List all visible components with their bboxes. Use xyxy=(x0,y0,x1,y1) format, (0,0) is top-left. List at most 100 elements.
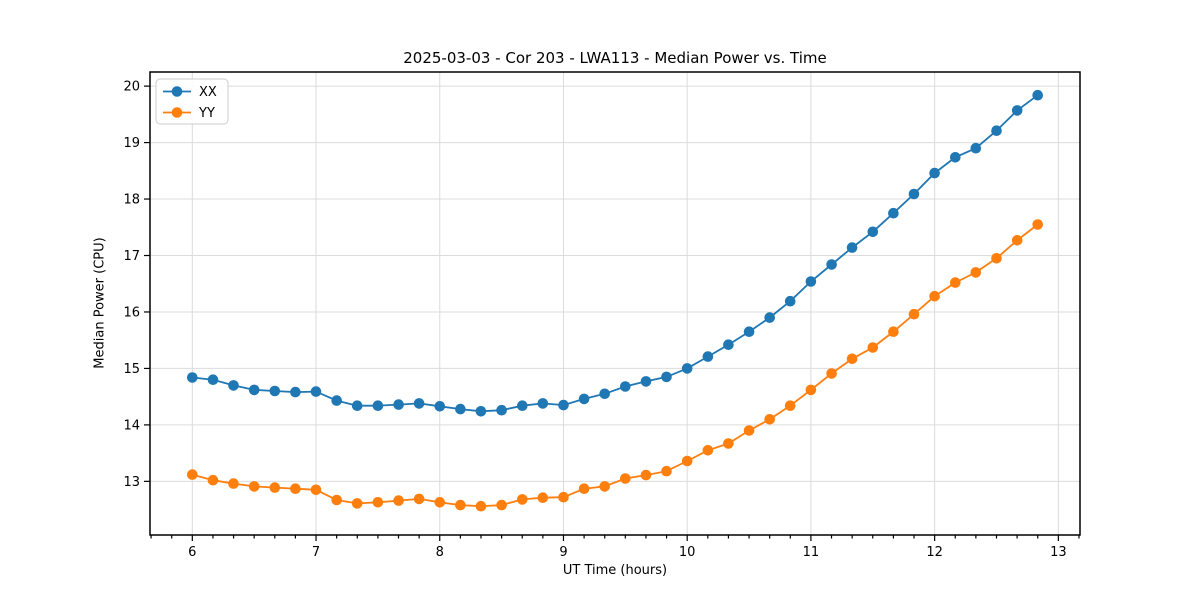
x-tick-label: 7 xyxy=(312,545,320,560)
data-point-marker xyxy=(991,252,1002,264)
legend-box xyxy=(155,78,229,125)
data-point-marker xyxy=(537,398,549,409)
x-tick-label: 11 xyxy=(803,545,820,560)
data-point-marker xyxy=(764,312,775,323)
data-point-marker xyxy=(950,277,961,288)
data-point-marker xyxy=(888,207,899,219)
data-point-marker xyxy=(228,380,239,391)
data-point-marker xyxy=(702,445,714,456)
data-point-marker xyxy=(248,384,260,396)
data-point-marker xyxy=(393,399,404,410)
data-point-marker xyxy=(661,465,672,477)
data-point-marker xyxy=(558,399,569,411)
legend-item-xx: XX xyxy=(163,85,217,100)
data-point-marker xyxy=(1011,235,1023,246)
x-tick-label: 10 xyxy=(679,545,696,560)
data-point-marker xyxy=(578,483,590,495)
data-point-marker xyxy=(764,414,775,425)
series-xx xyxy=(187,89,1043,417)
data-point-marker xyxy=(640,469,652,481)
data-point-marker xyxy=(599,388,610,400)
y-tick-label: 17 xyxy=(123,249,140,264)
data-point-marker xyxy=(496,404,507,416)
data-point-marker xyxy=(413,398,425,409)
data-point-marker xyxy=(393,495,404,506)
x-tick-label: 9 xyxy=(559,545,567,560)
data-point-marker xyxy=(723,339,734,351)
data-point-marker xyxy=(187,372,198,383)
data-point-marker xyxy=(537,492,549,504)
x-tick-label: 8 xyxy=(436,545,444,560)
data-point-marker xyxy=(867,226,879,238)
data-point-marker xyxy=(228,478,239,489)
data-point-marker xyxy=(331,494,343,506)
data-point-marker xyxy=(310,484,322,496)
data-point-marker xyxy=(640,376,652,387)
y-tick-label: 13 xyxy=(123,475,140,490)
data-point-marker xyxy=(517,400,528,412)
data-point-marker xyxy=(805,384,817,396)
data-point-marker xyxy=(269,385,281,397)
y-tick-label: 14 xyxy=(123,418,140,433)
data-point-marker xyxy=(681,363,693,374)
plot-spines xyxy=(149,71,1081,536)
data-point-marker xyxy=(434,497,446,508)
data-point-marker xyxy=(970,267,982,278)
series-yy xyxy=(187,219,1043,512)
data-point-marker xyxy=(207,374,219,386)
data-point-marker xyxy=(496,499,507,511)
data-point-marker xyxy=(805,276,817,287)
data-point-marker xyxy=(558,491,569,503)
legend-marker-sample xyxy=(171,86,183,97)
data-point-marker xyxy=(888,326,899,338)
data-point-marker xyxy=(826,368,837,379)
chart-title: 2025-03-03 - Cor 203 - LWA113 - Median P… xyxy=(403,49,827,67)
data-point-marker xyxy=(475,500,487,512)
data-point-marker xyxy=(248,481,260,492)
grid xyxy=(150,72,1080,535)
data-point-marker xyxy=(970,142,982,154)
data-point-marker xyxy=(599,481,610,492)
legend-label: XX xyxy=(199,85,217,100)
data-point-marker xyxy=(269,482,281,493)
data-point-marker xyxy=(723,438,734,449)
legend-label: YY xyxy=(198,106,215,121)
data-point-marker xyxy=(207,474,219,486)
data-point-marker xyxy=(187,469,198,480)
data-point-marker xyxy=(351,498,363,509)
x-axis-label: UT Time (hours) xyxy=(562,563,668,578)
data-point-marker xyxy=(681,455,693,467)
legend-marker-sample xyxy=(171,107,183,118)
data-point-marker xyxy=(290,386,301,398)
data-point-marker xyxy=(1032,219,1043,230)
data-point-marker xyxy=(517,494,528,505)
data-point-marker xyxy=(351,400,363,412)
x-tick-label: 12 xyxy=(926,545,943,560)
data-point-marker xyxy=(1011,105,1023,116)
y-tick-label: 16 xyxy=(123,305,140,320)
data-point-marker xyxy=(846,353,858,365)
series-xx-markers xyxy=(187,89,1043,417)
data-point-marker xyxy=(310,386,322,397)
ticks xyxy=(144,85,1080,541)
data-point-marker xyxy=(950,152,961,163)
data-point-marker xyxy=(620,381,631,392)
data-point-marker xyxy=(743,425,755,436)
data-point-marker xyxy=(908,308,920,320)
data-point-marker xyxy=(784,400,796,412)
y-tick-label: 20 xyxy=(123,80,140,95)
x-tick-label: 6 xyxy=(188,545,196,560)
data-point-marker xyxy=(991,125,1002,136)
series-yy-line xyxy=(192,223,1039,508)
data-point-marker xyxy=(702,351,714,362)
data-point-marker xyxy=(455,403,466,415)
data-point-marker xyxy=(846,242,858,253)
data-point-marker xyxy=(661,371,672,383)
data-point-marker xyxy=(620,473,631,484)
x-tick-label: 13 xyxy=(1050,545,1067,560)
data-point-marker xyxy=(908,188,920,200)
data-point-marker xyxy=(578,393,590,405)
data-point-marker xyxy=(372,497,384,508)
